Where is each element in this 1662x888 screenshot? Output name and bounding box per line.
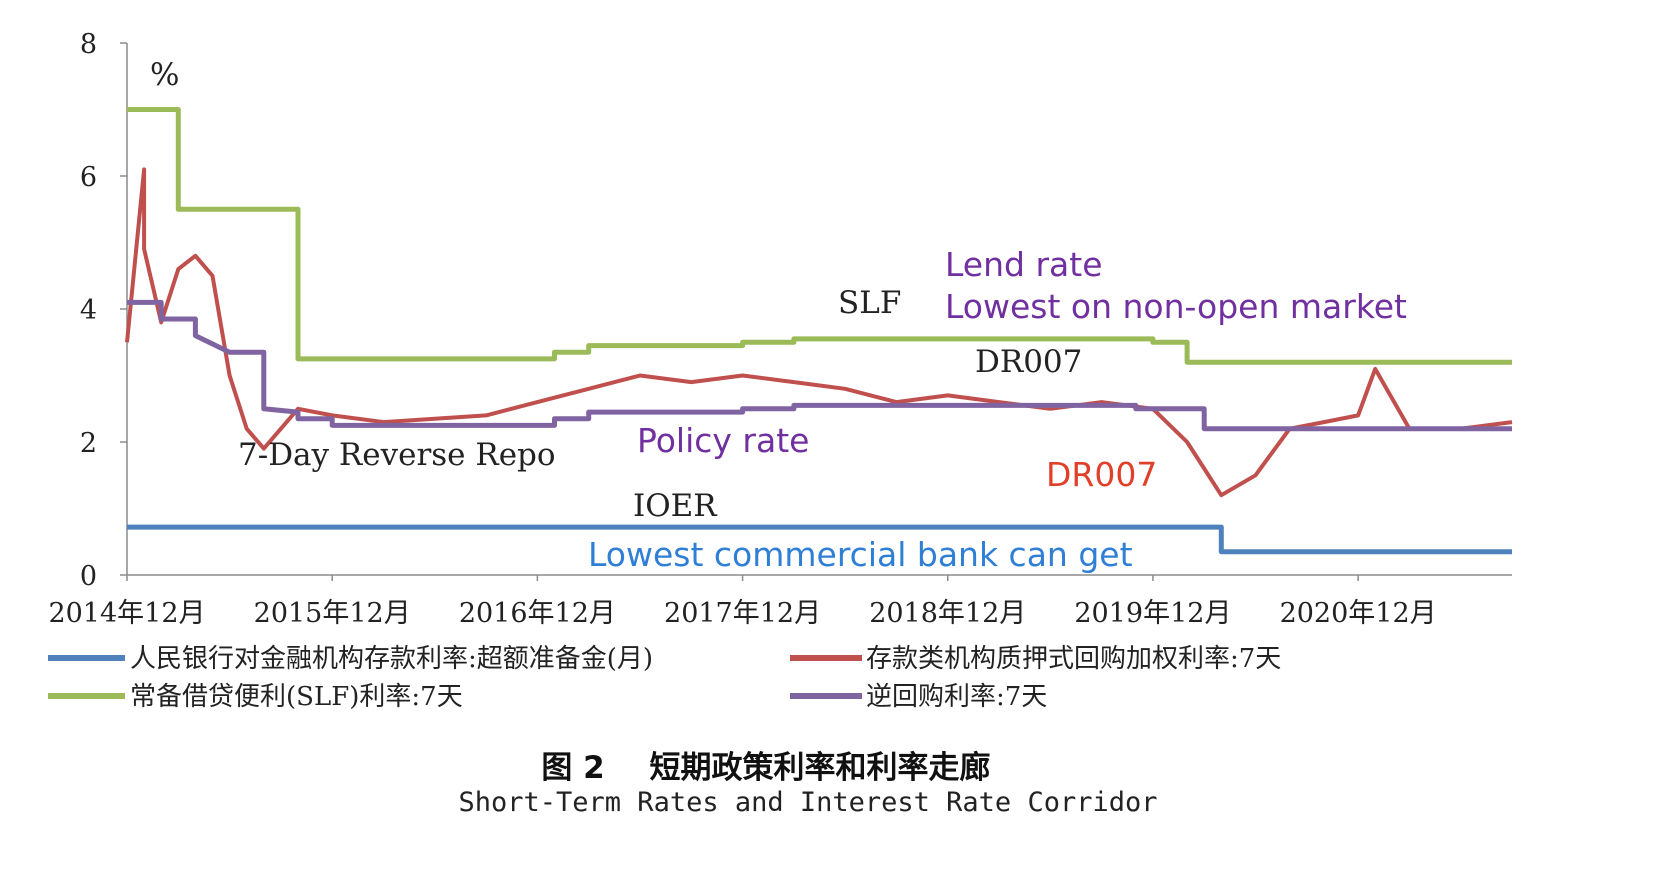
annotation-slf: SLF [838,285,901,321]
annotation-ioer: IOER [633,488,718,524]
figure-title-cn: 短期政策利率和利率走廊 [650,750,991,786]
y-tick-label: 4 [80,295,97,326]
unit-label: % [150,57,179,93]
figure-title-en: Short-Term Rates and Interest Rate Corri… [459,787,1158,818]
series-ioer-line [127,524,1512,555]
series-slf-line [127,107,1512,365]
x-tick-label: 2017年12月 [664,598,821,629]
legend-label-ioer: 人民银行对金融机构存款利率:超额准备金(月) [130,644,653,674]
x-tick-label: 2016年12月 [459,598,616,629]
legend-label-slf: 常备借贷便利(SLF)利率:7天 [130,682,463,712]
series-reverse-repo-line [127,299,1512,432]
x-tick-label: 2014年12月 [48,598,205,629]
note-lowest-non-open: Lowest on non-open market [945,287,1407,326]
y-tick-label: 0 [80,561,97,592]
note-lowest-commercial-bank: Lowest commercial bank can get [588,535,1133,574]
x-tick-label: 2020年12月 [1280,598,1437,629]
legend-label-reverse-repo: 逆回购利率:7天 [866,682,1047,712]
annotation-dr007: DR007 [975,344,1082,380]
note-dr007-red: DR007 [1046,455,1157,494]
legend-label-dr007: 存款类机构质押式回购加权利率:7天 [866,644,1281,674]
x-tick-label: 2015年12月 [254,598,411,629]
x-tick-label: 2018年12月 [869,598,1026,629]
y-tick-label: 2 [80,428,97,459]
x-tick-label: 2019年12月 [1074,598,1231,629]
series-layer [125,107,1513,555]
note-lend-rate: Lend rate [945,245,1103,284]
figure-number: 图 2 [541,750,604,786]
legend: 人民银行对金融机构存款利率:超额准备金(月) 存款类机构质押式回购加权利率:7天… [48,644,1281,712]
y-tick-label: 8 [80,29,97,60]
note-policy-rate: Policy rate [637,421,809,460]
x-axis-ticks: 2014年12月 2015年12月 2016年12月 2017年12月 2018年12月… [48,575,1437,629]
series-dr007-line [125,167,1513,498]
annotation-reverse-repo: 7-Day Reverse Repo [238,437,556,473]
y-axis-ticks: 0 2 4 6 8 [80,29,127,592]
y-tick-label: 6 [80,162,97,193]
